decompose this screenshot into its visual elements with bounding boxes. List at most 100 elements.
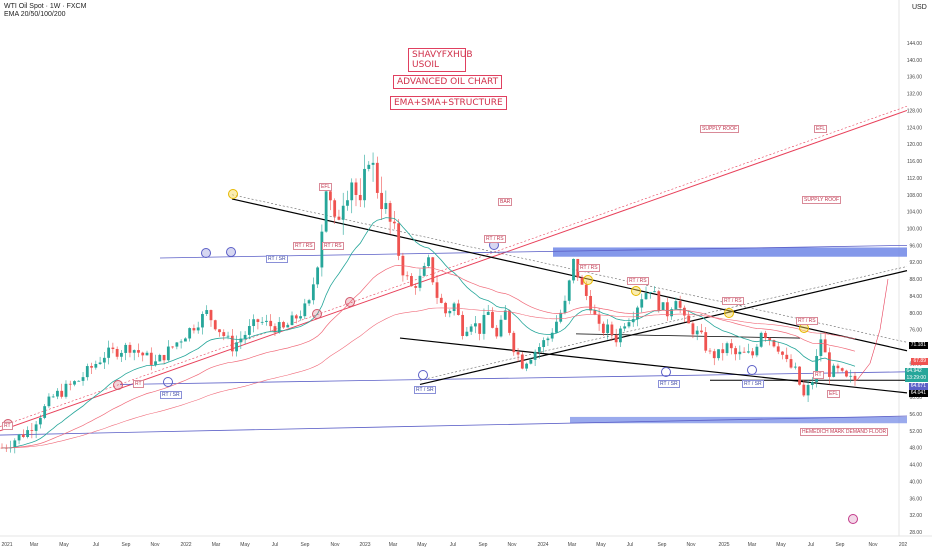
candle-body bbox=[653, 291, 656, 293]
candle-body bbox=[469, 326, 473, 332]
title-line-1: SHAVYFXHUB bbox=[412, 50, 473, 60]
demand-zone bbox=[570, 416, 907, 424]
candle-body bbox=[687, 315, 691, 324]
candle-body bbox=[13, 440, 17, 448]
candle-body bbox=[465, 331, 469, 336]
price-tick-label: 140.00 bbox=[907, 58, 923, 64]
retest-marker-yellow bbox=[724, 308, 734, 318]
price-axis[interactable]: 28.00 32.00 36.00 40.00 44.00 48.00 52.00 56.00… bbox=[907, 41, 923, 536]
price-tick-label: 92.00 bbox=[909, 260, 922, 266]
candle-body bbox=[111, 347, 115, 350]
candle-body bbox=[640, 299, 644, 308]
ema-20-line bbox=[2, 217, 856, 449]
candle-body bbox=[158, 354, 162, 362]
support-line bbox=[119, 371, 908, 385]
candle-body bbox=[683, 307, 686, 316]
time-tick-label: Mar bbox=[389, 542, 398, 548]
candle-body bbox=[51, 396, 55, 398]
candle-body bbox=[512, 332, 516, 353]
candle-body bbox=[60, 390, 64, 397]
candle-body bbox=[572, 258, 575, 281]
candle-body bbox=[388, 203, 392, 222]
candle-body bbox=[247, 326, 251, 335]
candle-body bbox=[431, 257, 435, 283]
price-tick-label: 100.00 bbox=[907, 226, 923, 232]
rising-trendline bbox=[0, 109, 908, 432]
last-price: 64.942 bbox=[906, 368, 922, 374]
candle-body bbox=[614, 334, 618, 343]
candle-body bbox=[196, 327, 200, 331]
candle-body bbox=[273, 326, 277, 333]
price-tick-label: 56.00 bbox=[909, 412, 922, 418]
retest-marker-blue bbox=[418, 370, 428, 380]
price-tick-label: 116.00 bbox=[907, 159, 922, 165]
candle-body bbox=[222, 332, 226, 337]
rt-sr-label: RT / SR bbox=[160, 391, 182, 399]
candle-body bbox=[704, 332, 708, 351]
candle-body bbox=[746, 351, 750, 353]
candle-body bbox=[853, 375, 857, 381]
candle-body bbox=[17, 434, 21, 441]
candle-body bbox=[759, 332, 763, 347]
candle-body bbox=[183, 338, 187, 342]
candle-body bbox=[329, 191, 332, 201]
candle-body bbox=[589, 295, 592, 311]
candle-body bbox=[154, 361, 157, 365]
candle-body bbox=[392, 221, 396, 224]
subtitle-box-2: EMA+SMA+STRUCTURE bbox=[390, 96, 507, 110]
candle-body bbox=[350, 182, 354, 201]
time-tick-label: Nov bbox=[331, 542, 340, 548]
candle-body bbox=[192, 328, 196, 331]
price-tick-label: 144.00 bbox=[907, 41, 923, 47]
symbol-header[interactable]: WTI Oil Spot · 1W · FXCM bbox=[4, 3, 87, 10]
price-tick-label: 40.00 bbox=[909, 479, 922, 485]
price-label-trend: 71.181 bbox=[908, 342, 928, 349]
price-tick-label: 28.00 bbox=[909, 530, 922, 536]
candle-body bbox=[559, 312, 563, 322]
ema-100-line bbox=[2, 307, 856, 449]
candle-body bbox=[717, 349, 720, 359]
price-tick-label: 76.00 bbox=[909, 328, 922, 334]
price-tick-label: 48.00 bbox=[909, 446, 922, 452]
time-tick-label: Sep bbox=[836, 542, 845, 548]
price-label-floor: 64.041 bbox=[908, 390, 928, 397]
candle-body bbox=[90, 366, 93, 368]
subtitle-box-1: ADVANCED OIL CHART bbox=[393, 75, 503, 89]
rt-rs-label: RT / RS bbox=[484, 235, 506, 243]
projection-down bbox=[856, 363, 871, 381]
candle-body bbox=[593, 310, 597, 315]
time-tick-label: Jul bbox=[272, 542, 278, 548]
price-tick-label: 80.00 bbox=[909, 311, 922, 317]
candle-body bbox=[252, 319, 256, 327]
time-tick-label: May bbox=[59, 542, 69, 548]
time-tick-label: 2022 bbox=[180, 542, 191, 548]
candle-body bbox=[166, 346, 170, 361]
time-tick-label: Mar bbox=[748, 542, 757, 548]
retest-marker-yellow bbox=[583, 275, 593, 285]
candle-body bbox=[610, 324, 614, 335]
time-tick-label: Nov bbox=[687, 542, 696, 548]
price-tick-label: 132.00 bbox=[907, 92, 923, 98]
candle-body bbox=[4, 447, 8, 449]
candle-body bbox=[38, 417, 42, 425]
candle-body bbox=[721, 349, 725, 354]
time-tick-label: May bbox=[417, 542, 427, 548]
candle-body bbox=[700, 330, 703, 333]
indicator-header[interactable]: EMA 20/50/100/200 bbox=[4, 11, 66, 18]
time-tick-label: Sep bbox=[301, 542, 310, 548]
logo-badge-icon bbox=[848, 514, 858, 524]
rt-label: RT bbox=[133, 380, 144, 388]
time-axis[interactable]: 2021 Mar May Jul Sep Nov 2022 Mar May Jul Sep Nov 20… bbox=[1, 542, 907, 548]
candle-body bbox=[77, 380, 81, 382]
demand-floor-line bbox=[0, 415, 908, 436]
price-tick-label: 44.00 bbox=[909, 463, 922, 469]
candle-body bbox=[563, 300, 567, 313]
candle-body bbox=[141, 352, 145, 356]
candle-body bbox=[303, 303, 307, 317]
efl-right-label: EFL bbox=[814, 125, 828, 133]
price-tick-label: 36.00 bbox=[909, 496, 922, 502]
price-label-last: 64.942 13:29:00 bbox=[904, 368, 928, 382]
price-tick-label: 124.00 bbox=[907, 125, 923, 131]
